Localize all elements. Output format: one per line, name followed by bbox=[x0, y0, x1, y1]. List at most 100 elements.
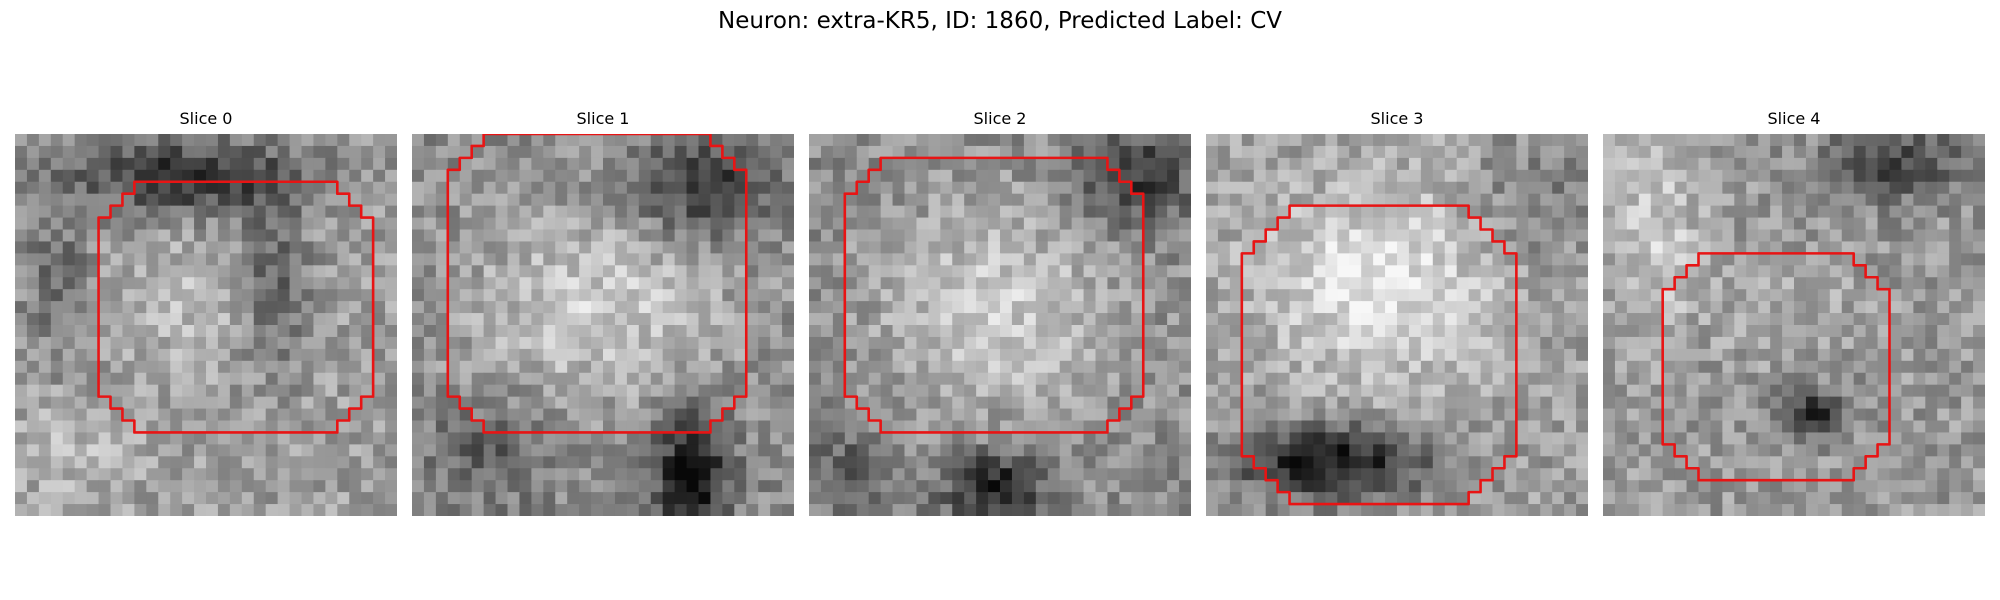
image-pixel bbox=[1614, 134, 1628, 147]
image-pixel bbox=[519, 265, 532, 278]
image-pixel bbox=[638, 277, 652, 290]
image-pixel bbox=[325, 372, 338, 386]
image-pixel bbox=[1119, 181, 1132, 195]
image-pixel bbox=[423, 408, 437, 422]
image-pixel bbox=[650, 396, 664, 410]
image-pixel bbox=[1289, 265, 1303, 278]
image-pixel bbox=[1564, 229, 1577, 243]
image-pixel bbox=[1301, 134, 1315, 147]
image-pixel bbox=[940, 181, 953, 195]
image-pixel bbox=[626, 301, 640, 314]
image-pixel bbox=[1241, 396, 1255, 410]
image-pixel bbox=[1746, 241, 1759, 254]
image-pixel bbox=[1241, 134, 1255, 147]
image-pixel bbox=[928, 420, 941, 434]
image-pixel bbox=[1698, 217, 1712, 231]
image-pixel bbox=[86, 504, 100, 516]
image-pixel bbox=[1373, 480, 1386, 493]
image-pixel bbox=[1901, 265, 1914, 278]
image-pixel bbox=[579, 313, 592, 326]
image-pixel bbox=[519, 241, 532, 254]
image-pixel bbox=[301, 325, 315, 338]
image-pixel bbox=[904, 336, 918, 350]
image-pixel bbox=[844, 217, 858, 231]
image-pixel bbox=[1420, 444, 1434, 457]
image-pixel bbox=[1614, 336, 1628, 350]
image-pixel bbox=[412, 169, 425, 183]
image-pixel bbox=[591, 301, 604, 314]
image-pixel bbox=[1000, 181, 1013, 195]
image-pixel bbox=[686, 265, 700, 278]
image-pixel bbox=[289, 396, 303, 410]
image-pixel bbox=[1686, 408, 1700, 422]
image-pixel bbox=[543, 348, 556, 362]
image-pixel bbox=[134, 456, 147, 469]
image-pixel bbox=[928, 229, 941, 243]
image-pixel bbox=[1325, 456, 1338, 469]
image-pixel bbox=[1564, 217, 1577, 231]
image-pixel bbox=[856, 134, 870, 147]
image-pixel bbox=[1397, 480, 1410, 493]
image-pixel bbox=[868, 181, 882, 195]
image-pixel bbox=[1650, 313, 1664, 326]
image-pixel bbox=[110, 157, 124, 171]
image-pixel bbox=[1662, 241, 1676, 254]
image-pixel bbox=[483, 348, 497, 362]
image-pixel bbox=[325, 336, 338, 350]
image-pixel bbox=[746, 157, 759, 171]
image-pixel bbox=[1313, 456, 1326, 469]
image-pixel bbox=[483, 360, 497, 374]
image-pixel bbox=[1325, 265, 1338, 278]
image-pixel bbox=[146, 372, 159, 386]
image-pixel bbox=[1289, 313, 1303, 326]
image-pixel bbox=[964, 456, 977, 469]
image-pixel bbox=[1805, 217, 1819, 231]
image-pixel bbox=[1059, 193, 1073, 207]
image-pixel bbox=[1576, 372, 1588, 386]
image-pixel bbox=[217, 181, 231, 195]
image-pixel bbox=[1131, 301, 1144, 314]
image-pixel bbox=[1829, 384, 1843, 398]
image-pixel bbox=[1023, 348, 1037, 362]
image-pixel bbox=[1325, 181, 1338, 195]
image-pixel bbox=[531, 181, 544, 195]
image-pixel bbox=[567, 492, 580, 505]
image-pixel bbox=[758, 313, 771, 326]
image-pixel bbox=[1794, 157, 1807, 171]
image-pixel bbox=[1253, 384, 1267, 398]
image-pixel bbox=[1686, 384, 1700, 398]
image-pixel bbox=[940, 277, 953, 290]
image-pixel bbox=[1734, 217, 1747, 231]
image-pixel bbox=[1385, 420, 1398, 434]
image-pixel bbox=[1528, 325, 1541, 338]
image-pixel bbox=[746, 289, 759, 302]
image-pixel bbox=[1564, 145, 1577, 159]
image-pixel bbox=[206, 384, 219, 398]
image-pixel bbox=[122, 157, 135, 171]
image-pixel bbox=[614, 181, 628, 195]
image-pixel bbox=[1564, 504, 1577, 516]
image-pixel bbox=[1552, 408, 1565, 422]
image-pixel bbox=[1528, 504, 1541, 516]
image-pixel bbox=[15, 492, 28, 505]
image-pixel bbox=[435, 492, 449, 505]
image-pixel bbox=[1710, 444, 1723, 457]
image-pixel bbox=[844, 360, 858, 374]
image-pixel bbox=[964, 396, 977, 410]
image-pixel bbox=[277, 432, 291, 445]
image-pixel bbox=[988, 384, 1001, 398]
image-pixel bbox=[1155, 456, 1168, 469]
image-pixel bbox=[337, 348, 350, 362]
image-pixel bbox=[289, 229, 303, 243]
image-pixel bbox=[1710, 384, 1723, 398]
image-pixel bbox=[1337, 253, 1350, 266]
image-pixel bbox=[964, 265, 977, 278]
image-pixel bbox=[1877, 145, 1891, 159]
image-pixel bbox=[1662, 372, 1676, 386]
image-pixel bbox=[543, 289, 556, 302]
image-pixel bbox=[1253, 169, 1267, 183]
image-pixel bbox=[1444, 217, 1458, 231]
image-pixel bbox=[1277, 420, 1291, 434]
image-pixel bbox=[988, 372, 1001, 386]
image-pixel bbox=[1746, 313, 1759, 326]
